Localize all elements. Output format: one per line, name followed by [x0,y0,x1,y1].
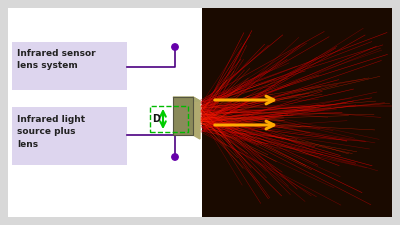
Circle shape [172,44,178,50]
Bar [12,42,127,90]
FancyBboxPatch shape [12,107,127,165]
Bar [150,106,188,132]
Bar [202,8,392,217]
Polygon shape [173,97,200,101]
Bar [173,97,193,135]
Polygon shape [193,97,200,139]
Text: Infrared light
source plus
lens: Infrared light source plus lens [17,115,85,149]
Bar [8,8,202,217]
Circle shape [172,154,178,160]
Text: D: D [152,114,160,124]
Text: Infrared sensor
lens system: Infrared sensor lens system [17,49,96,70]
